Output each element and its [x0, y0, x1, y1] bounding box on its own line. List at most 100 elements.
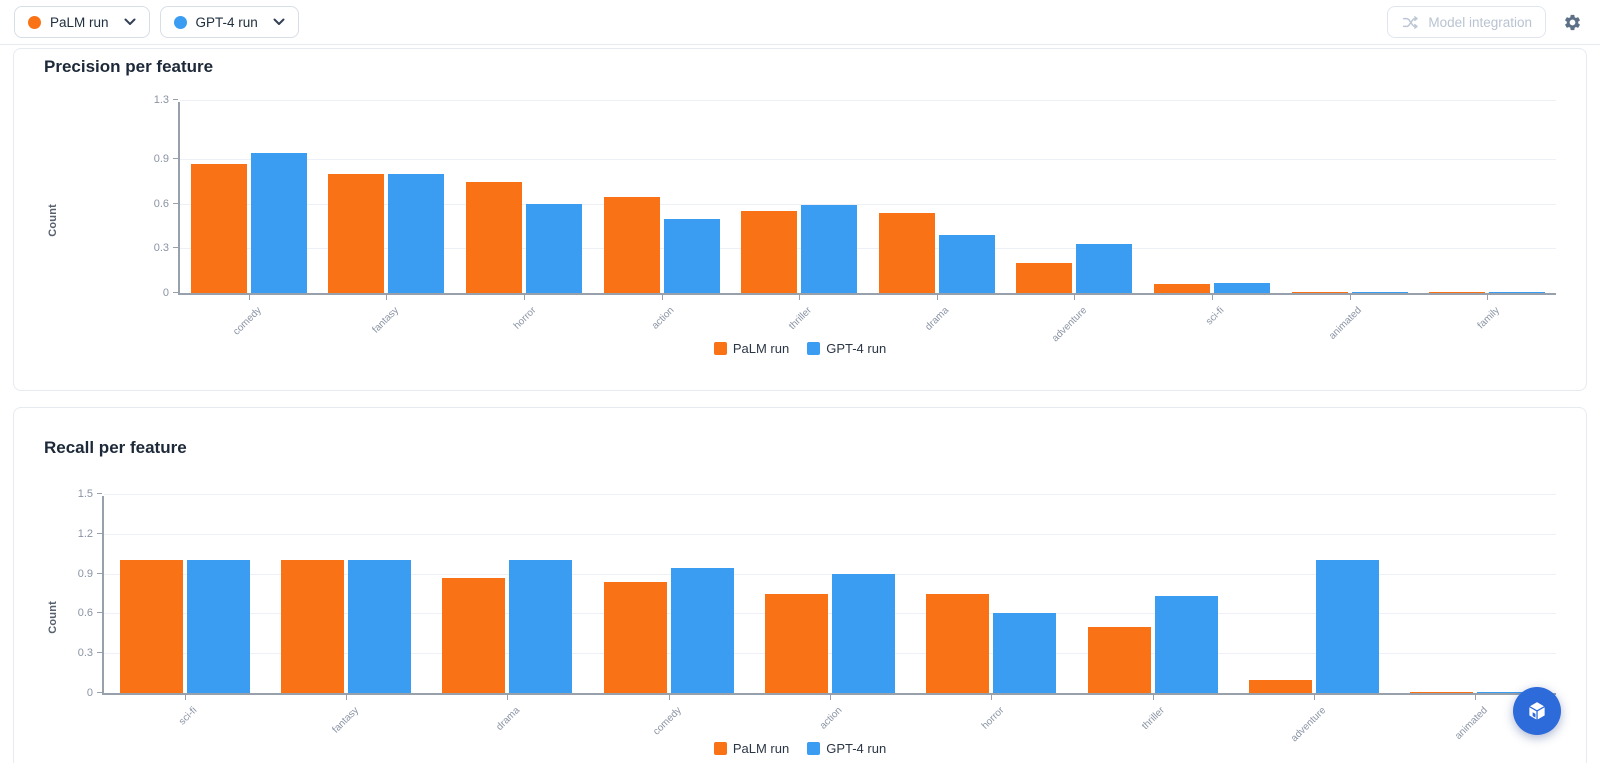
x-category-sci-fi: sci-fi — [1143, 295, 1281, 339]
bar-palm-run-animated — [1410, 691, 1474, 693]
bar-palm-run-comedy — [190, 163, 247, 293]
x-category-sci-fi: sci-fi — [104, 695, 265, 739]
x-category-thriller: thriller — [1072, 695, 1233, 739]
bar-palm-run-thriller — [1087, 626, 1151, 693]
bar-gpt-4-run-sci-fi — [1213, 282, 1270, 293]
y-tick-label: 1.2 — [77, 527, 93, 540]
y-tick — [173, 202, 178, 204]
bar-palm-run-sci-fi — [119, 560, 183, 693]
x-tick-label: horror — [512, 305, 539, 332]
x-tick — [936, 295, 938, 300]
bar-group-fantasy — [265, 496, 426, 693]
x-tick-label: drama — [923, 305, 952, 333]
run-selector-gpt4[interactable]: GPT-4 run — [159, 6, 299, 38]
model-integration-button[interactable]: Model integration — [1387, 6, 1546, 38]
bar-group-thriller — [730, 102, 868, 293]
y-tick-label: 0.6 — [77, 607, 93, 620]
cube-icon — [1524, 698, 1550, 724]
x-category-fantasy: fantasy — [265, 695, 426, 739]
legend-label: PaLM run — [732, 341, 790, 356]
x-category-drama: drama — [868, 295, 1006, 339]
recall-chart-card: Recall per feature Count 0 0.3 0.6 0.9 1.2 1.… — [13, 407, 1587, 763]
legend-swatch — [807, 342, 821, 355]
legend-item-gpt-4-run[interactable]: GPT-4 run — [807, 341, 886, 356]
y-tick-label: 1.3 — [153, 94, 169, 106]
x-tick-label: sci-fi — [1204, 305, 1227, 328]
run-selectors: PaLM run GPT-4 run — [14, 6, 299, 38]
x-tick-label: adventure — [1289, 705, 1329, 745]
bar-group-adventure — [1006, 102, 1144, 293]
gridline — [180, 100, 1556, 101]
legend-label: PaLM run — [732, 741, 790, 756]
x-tick — [991, 695, 993, 700]
bar-chart-precision: Count 0 0.3 0.6 0.9 1.3 comedy fantasy horror a… — [44, 94, 1556, 344]
y-tick — [97, 612, 102, 614]
bar-group-drama — [868, 102, 1006, 293]
bar-group-action — [593, 102, 731, 293]
x-tick-label: animated — [1453, 705, 1491, 742]
x-category-drama: drama — [427, 695, 588, 739]
x-category-thriller: thriller — [730, 295, 868, 339]
bar-palm-run-fantasy — [280, 560, 344, 693]
bar-group-thriller — [1072, 496, 1233, 693]
chart-title: Recall per feature — [44, 438, 187, 457]
bars-layer — [180, 102, 1556, 293]
y-tick — [97, 493, 102, 494]
bar-palm-run-action — [603, 196, 660, 293]
chart-legend: PaLM run GPT-4 run — [44, 341, 1556, 356]
x-category-horror: horror — [911, 695, 1072, 739]
legend-label: GPT-4 run — [826, 741, 887, 756]
x-category-animated: animated — [1281, 295, 1419, 342]
bar-palm-run-comedy — [603, 581, 667, 693]
bar-palm-run-adventure — [1016, 263, 1073, 293]
gridline — [180, 159, 1556, 161]
plot-area: 0 0.3 0.6 0.9 1.3 — [154, 94, 1556, 299]
settings-button[interactable] — [1561, 11, 1584, 34]
x-tick — [523, 295, 525, 300]
x-tick-label: adventure — [1049, 305, 1090, 345]
bar-palm-run-drama — [442, 577, 506, 693]
y-tick-label: 0.9 — [77, 567, 93, 580]
deploy-cube-button[interactable] — [1513, 687, 1561, 735]
bar-group-sci-fi — [104, 496, 265, 693]
gridline — [104, 573, 1556, 575]
legend-item-palm-run[interactable]: PaLM run — [713, 741, 790, 756]
y-tick — [173, 99, 178, 100]
bar-group-drama — [427, 496, 588, 693]
x-category-comedy: comedy — [180, 295, 318, 339]
gridline — [104, 533, 1556, 535]
bar-group-horror — [455, 102, 593, 293]
bar-palm-run-horror — [926, 593, 990, 693]
x-tick-label: sci-fi — [177, 705, 200, 728]
run-selector-palm[interactable]: PaLM run — [14, 6, 150, 38]
x-tick — [1152, 695, 1154, 700]
bar-gpt-4-run-action — [831, 573, 895, 693]
x-tick-label: action — [818, 705, 845, 732]
bar-group-sci-fi — [1143, 102, 1281, 293]
legend-item-gpt-4-run[interactable]: GPT-4 run — [807, 741, 886, 756]
bar-gpt-4-run-horror — [993, 613, 1057, 693]
x-tick — [507, 695, 509, 700]
bar-group-comedy — [588, 496, 749, 693]
x-tick — [1313, 695, 1315, 700]
y-tick-label: 0 — [86, 687, 93, 699]
header-actions: Model integration — [1387, 6, 1584, 38]
y-tick-label: 0.9 — [153, 153, 169, 166]
y-tick-label: 0.3 — [77, 647, 93, 660]
bar-chart-recall: Count 0 0.3 0.6 0.9 1.2 1.5 sci-fi fantasy dram… — [44, 488, 1556, 744]
y-axis-label: Count — [47, 204, 59, 237]
y-tick-label: 0 — [162, 287, 169, 299]
bar-gpt-4-run-fantasy — [347, 560, 411, 693]
precision-chart-card: Precision per feature Count 0 0.3 0.6 0.9 1.… — [13, 48, 1587, 391]
gridline — [104, 613, 1556, 615]
legend-item-palm-run[interactable]: PaLM run — [713, 341, 790, 356]
x-tick-label: comedy — [231, 305, 264, 338]
x-tick — [1487, 295, 1489, 300]
bar-group-adventure — [1233, 496, 1394, 693]
chart-title: Precision per feature — [44, 57, 214, 76]
x-tick — [1074, 295, 1076, 300]
bar-gpt-4-run-animated — [1477, 691, 1541, 693]
x-tick — [661, 295, 663, 300]
x-tick-label: drama — [494, 705, 523, 733]
gridline — [180, 203, 1556, 205]
